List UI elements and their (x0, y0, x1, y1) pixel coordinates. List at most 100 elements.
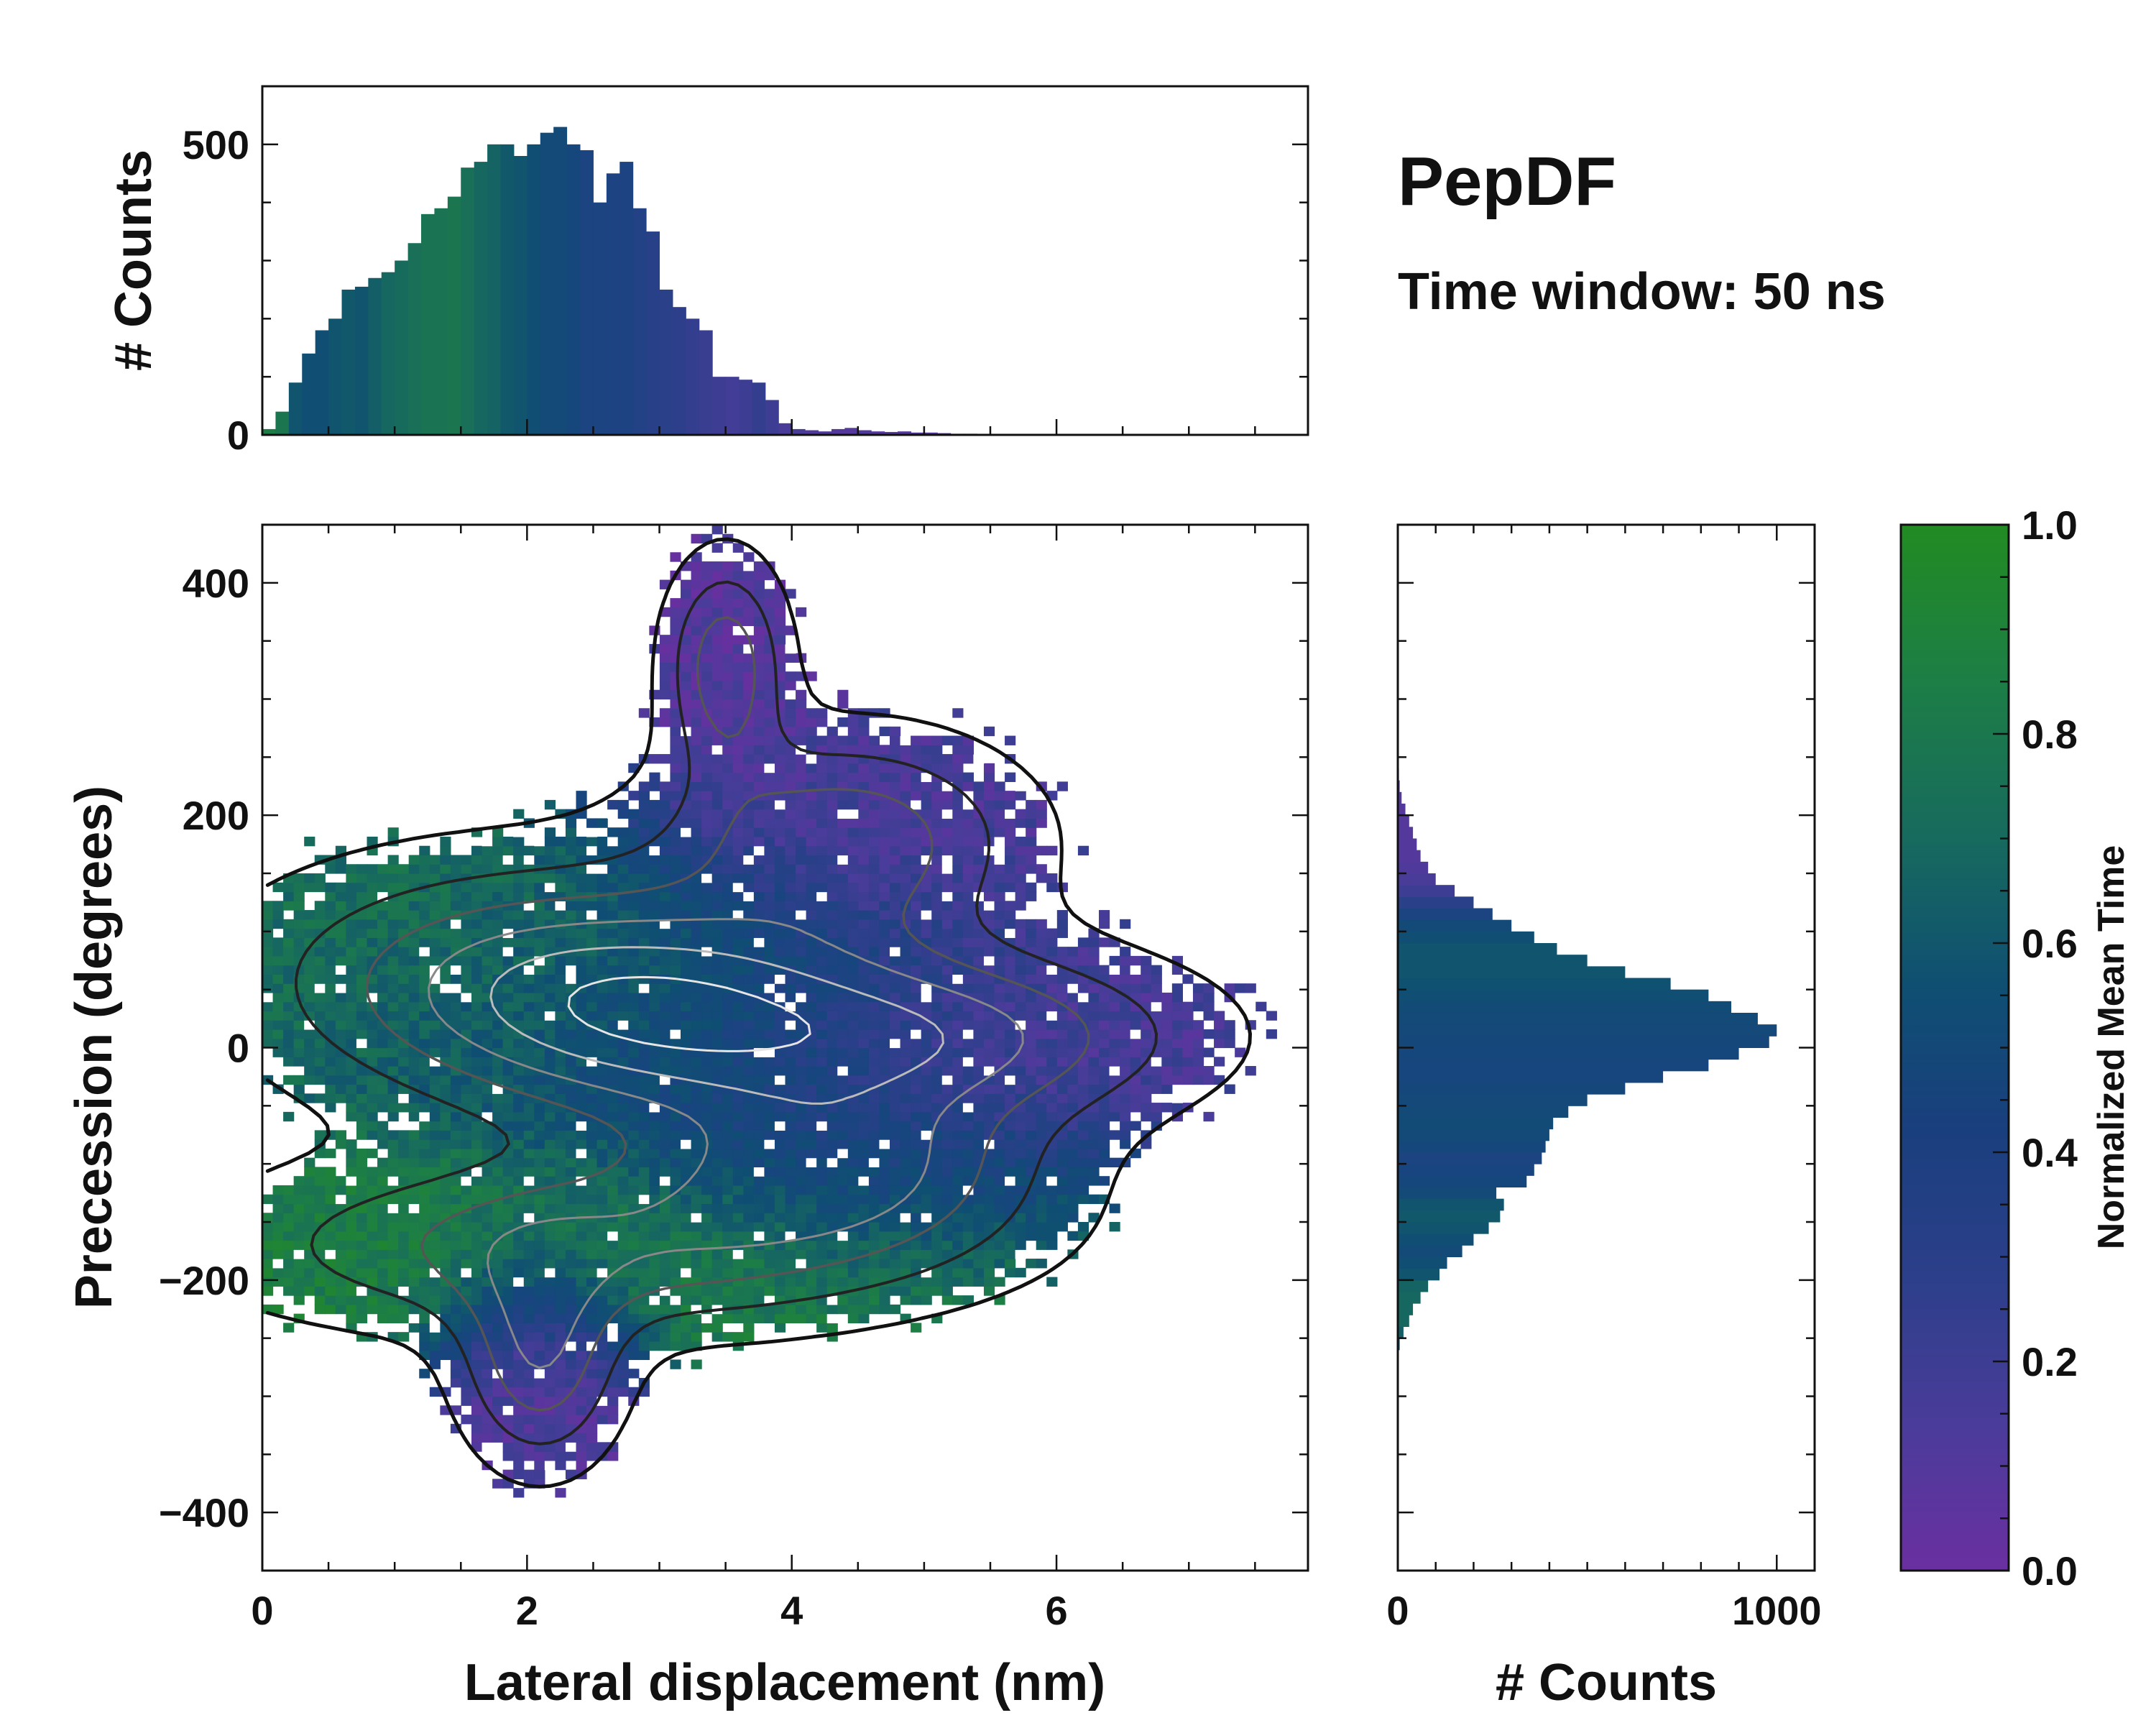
heatmap-cell (513, 1149, 524, 1158)
heatmap-cell (691, 937, 702, 947)
heatmap-cell (649, 818, 660, 827)
heatmap-cell (931, 929, 942, 938)
heatmap-cell (283, 883, 294, 892)
heatmap-cell (733, 855, 744, 864)
heatmap-cell (701, 1259, 712, 1268)
heatmap-cell (607, 1387, 618, 1397)
heatmap-cell (576, 1139, 587, 1149)
heatmap-cell (419, 1130, 430, 1139)
heatmap-cell (273, 956, 284, 965)
heatmap-cell (566, 1268, 576, 1277)
heatmap-cell (628, 1112, 639, 1121)
heatmap-cell (607, 846, 618, 855)
heatmap-cell (775, 781, 786, 791)
heatmap-cell (597, 1048, 608, 1057)
heatmap-cell (963, 1093, 974, 1103)
heatmap-cell (586, 1222, 597, 1231)
heatmap-cell (670, 763, 681, 773)
heatmap-cell (534, 993, 545, 1002)
heatmap-cell (848, 800, 859, 809)
heatmap-cell (701, 837, 712, 846)
heatmap-cell (733, 919, 744, 929)
heatmap-cell (1026, 1048, 1036, 1057)
heatmap-cell (461, 1378, 471, 1387)
heatmap-cell (973, 1066, 984, 1075)
heatmap-cell (796, 855, 806, 864)
heatmap-cell (513, 1442, 524, 1451)
heatmap-cell (513, 937, 524, 947)
heatmap-cell (952, 910, 963, 919)
heatmap-cell (827, 1249, 838, 1259)
heatmap-cell (1046, 937, 1057, 947)
heatmap-cell (534, 855, 545, 864)
heatmap-cell (952, 1277, 963, 1287)
heatmap-cell (273, 1203, 284, 1213)
heatmap-cell (336, 974, 346, 983)
heatmap-cell (691, 1249, 702, 1259)
heatmap-cell (890, 1231, 900, 1241)
heatmap-cell (534, 846, 545, 855)
heatmap-cell (984, 937, 995, 947)
heatmap-cell (1120, 1048, 1130, 1057)
heatmap-cell (1015, 892, 1026, 901)
heatmap-cell (660, 708, 671, 717)
heatmap-cell (513, 837, 524, 846)
heatmap-cell (733, 1259, 744, 1268)
heatmap-cell (503, 1415, 514, 1424)
heatmap-cell (273, 1231, 284, 1241)
heatmap-cell (931, 1249, 942, 1259)
heatmap-cell (1067, 1103, 1078, 1112)
heatmap-cell (566, 1020, 576, 1029)
heatmap-cell (701, 727, 712, 736)
heatmap-cell (963, 1222, 974, 1231)
heatmap-cell (1036, 1093, 1047, 1103)
heatmap-cell (786, 883, 796, 892)
heatmap-cell (1214, 1029, 1225, 1039)
heatmap-cell (816, 1323, 827, 1332)
heatmap-cell (639, 1268, 650, 1277)
heatmap-cell (1067, 1185, 1078, 1195)
heatmap-cell (336, 1231, 346, 1241)
heatmap-cell (409, 1130, 420, 1139)
heatmap-cell (607, 1295, 618, 1305)
heatmap-cell (304, 1167, 315, 1176)
heatmap-cell (931, 919, 942, 929)
heatmap-cell (325, 1167, 336, 1176)
heatmap-cell (566, 1066, 576, 1075)
heatmap-cell (670, 773, 681, 782)
heatmap-cell (827, 892, 838, 901)
heatmap-cell (858, 717, 869, 727)
heatmap-cell (576, 1397, 587, 1406)
heatmap-cell (1120, 1112, 1130, 1121)
heatmap-cell (1088, 1130, 1099, 1139)
heatmap-cell (492, 1029, 503, 1039)
heatmap-cell (869, 818, 880, 827)
heatmap-cell (1067, 1130, 1078, 1139)
heatmap-cell (890, 947, 900, 956)
heatmap-cell (367, 1093, 378, 1103)
heatmap-cell (942, 1277, 953, 1287)
heatmap-cell (942, 1158, 953, 1167)
heatmap-cell (775, 864, 786, 873)
heatmap-cell (576, 1039, 587, 1048)
heatmap-cell (576, 1185, 587, 1195)
heatmap-cell (262, 1222, 273, 1231)
heatmap-cell (816, 993, 827, 1002)
heatmap-cell (942, 1139, 953, 1149)
heatmap-cell (586, 1314, 597, 1323)
heatmap-cell (691, 1011, 702, 1020)
heatmap-cell (618, 864, 629, 873)
heatmap-cell (701, 1011, 712, 1020)
heatmap-cell (806, 947, 817, 956)
heatmap-cell (618, 883, 629, 892)
heatmap-cell (1182, 1057, 1193, 1066)
heatmap-cell (471, 974, 482, 983)
heatmap-cell (1088, 1066, 1099, 1075)
heatmap-cell (294, 892, 305, 901)
heatmap-cell (879, 800, 890, 809)
heatmap-cell (607, 1415, 618, 1424)
heatmap-cell (451, 864, 461, 873)
heatmap-cell (524, 1085, 535, 1094)
heatmap-cell (524, 1268, 535, 1277)
heatmap-cell (430, 1103, 441, 1112)
